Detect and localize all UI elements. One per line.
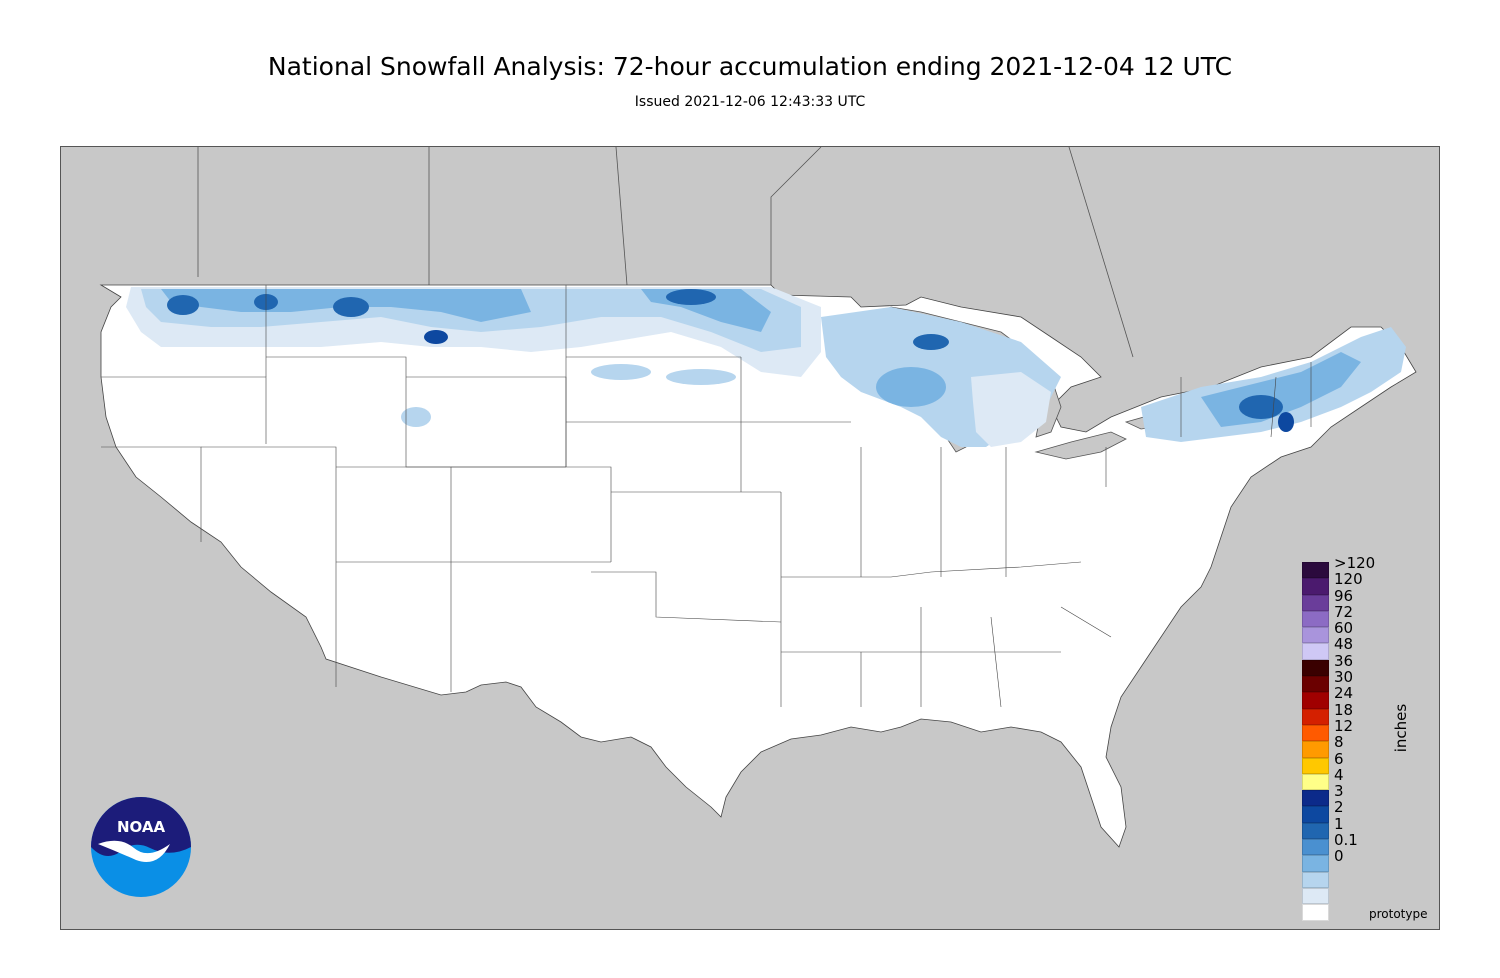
colorbar-swatch [1302, 773, 1329, 791]
map-canvas [99, 147, 1417, 848]
colorbar-tick-label: 8 [1334, 733, 1344, 752]
noaa-logo-text: NOAA [117, 818, 166, 836]
colorbar-tick-label: 36 [1334, 651, 1354, 670]
colorbar-swatch [1302, 855, 1329, 872]
colorbar-tick-label: 60 [1334, 619, 1354, 638]
lake-erie [1034, 431, 1127, 460]
colorbar-swatch [1302, 659, 1329, 677]
colorbar-tick-label: 24 [1334, 684, 1354, 703]
canada-province-line-5 [1068, 147, 1134, 358]
canada-province-line-4 [770, 147, 822, 285]
colorbar-swatch [1302, 871, 1329, 888]
snowfall-shading [126, 287, 1406, 447]
snow-core-wi [876, 367, 946, 407]
colorbar-tick-label: 1 [1334, 814, 1344, 833]
snow-core-vt [1278, 412, 1294, 432]
colorbar-tick-label: 2 [1334, 798, 1344, 817]
colorbar-swatch [1302, 724, 1329, 742]
colorbar-swatch [1302, 887, 1329, 905]
snow-core-up [913, 334, 949, 350]
colorbar-swatch [1302, 708, 1329, 725]
colorbar-tick-label: 4 [1334, 765, 1344, 784]
snow-core-4 [424, 330, 448, 344]
snow-core-3 [333, 297, 369, 317]
colorbar-swatch [1302, 757, 1329, 774]
state-lines [101, 285, 1312, 708]
snow-spot-sd-1 [591, 364, 651, 380]
colorbar-tick-label: 18 [1334, 700, 1354, 719]
snow-core-ny [1239, 395, 1283, 419]
snowfall-map: prototype [60, 146, 1440, 930]
colorbar-swatch [1302, 839, 1329, 856]
colorbar-tick-label: 30 [1334, 668, 1354, 687]
colorbar-swatch [1302, 643, 1329, 660]
colorbar-tick-label: 48 [1334, 635, 1354, 654]
colorbar-swatch [1302, 822, 1329, 840]
issued-timestamp: Issued 2021-12-06 12:43:33 UTC [634, 94, 866, 110]
colorbar-swatch [1302, 904, 1329, 921]
colorbar-tick-label: 72 [1334, 602, 1354, 621]
colorbar-swatch [1302, 692, 1329, 709]
colorbar-swatch [1302, 562, 1329, 579]
snow-area-michigan [971, 372, 1051, 447]
conus-land [99, 284, 1417, 848]
colorbar-swatch [1302, 594, 1329, 611]
border-lines [197, 147, 1134, 358]
colorbar-swatch [1302, 610, 1329, 628]
colorbar-swatch [1302, 806, 1329, 823]
colorbar-tick-label: 0 [1334, 847, 1344, 866]
canada-province-line-3 [615, 147, 628, 286]
colorbar-tick-label: 12 [1334, 716, 1354, 735]
colorbar-tick-label: 0.1 [1334, 831, 1358, 850]
colorbar-tick-label: 120 [1334, 570, 1363, 589]
snow-core-5 [666, 289, 716, 305]
prototype-label: prototype [1369, 907, 1428, 921]
map-title: National Snowfall Analysis: 72-hour accu… [267, 52, 1233, 81]
colorbar-tick-label: 6 [1334, 749, 1344, 768]
colorbar-swatch [1302, 578, 1329, 595]
colorbar-swatch [1302, 627, 1329, 644]
colorbar-swatch [1302, 790, 1329, 807]
snow-spot-sd-2 [666, 369, 736, 385]
snow-spot-wy [401, 407, 431, 427]
colorbar-tick-label: >120 [1334, 554, 1376, 572]
colorbar-tick-label: 3 [1334, 782, 1344, 801]
colorbar-swatch [1302, 741, 1329, 758]
colorbar-swatch [1302, 676, 1329, 693]
snow-core-1 [167, 295, 199, 315]
colorbar-tick-label: 96 [1334, 586, 1354, 605]
noaa-logo: NOAA [91, 797, 191, 897]
colorbar-units-label: inches [1392, 703, 1410, 753]
colorbar-legend [1302, 562, 1329, 921]
colorbar-tick-labels: >120 120 96 72 60 48 36 30 24 18 12 8 6 4 3 2 1 0.1 0 [1334, 555, 1375, 865]
